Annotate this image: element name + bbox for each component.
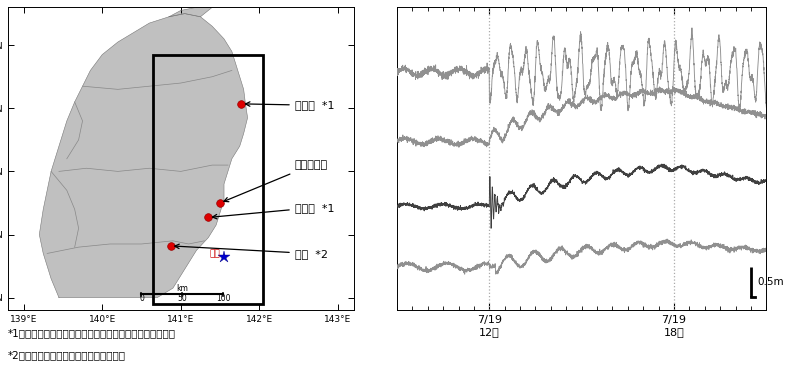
Text: 仙台港  *1: 仙台港 *1 xyxy=(212,203,334,219)
Polygon shape xyxy=(169,1,216,17)
Bar xyxy=(153,55,263,304)
Text: 久慈港  *1: 久慈港 *1 xyxy=(245,100,334,110)
Polygon shape xyxy=(39,14,248,297)
Text: 0.5m: 0.5m xyxy=(757,277,784,287)
Text: km: km xyxy=(176,284,189,293)
Text: 0: 0 xyxy=(139,294,144,303)
Text: 50: 50 xyxy=(178,294,187,303)
Text: 100: 100 xyxy=(216,294,230,303)
Text: *1　久慈港、仙台港は国土交通省港湾局の検潮所である。: *1 久慈港、仙台港は国土交通省港湾局の検潮所である。 xyxy=(8,328,176,338)
Text: 石巻市髦川: 石巻市髦川 xyxy=(224,160,328,202)
Text: *2　相馬は国土地理院の検潮所である。: *2 相馬は国土地理院の検潮所である。 xyxy=(8,350,126,360)
Text: 相馬  *2: 相馬 *2 xyxy=(174,244,328,259)
Text: 震央: 震央 xyxy=(209,250,220,259)
